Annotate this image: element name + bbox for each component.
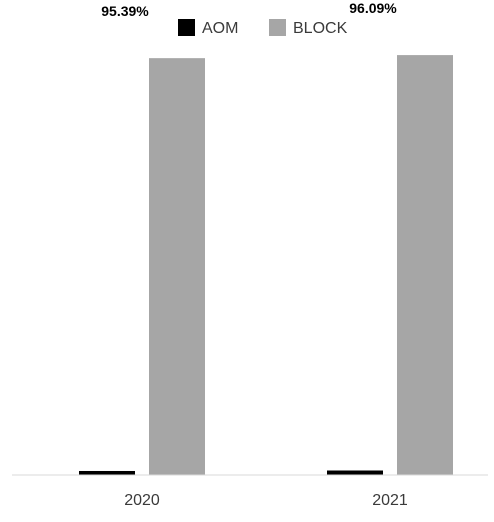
legend-label-aom: AOM <box>202 20 238 37</box>
bars: 95.39% 96.09% <box>79 0 453 476</box>
legend-label-block: BLOCK <box>293 20 348 37</box>
data-label-block-2020: 95.39% <box>101 3 149 19</box>
x-tick-label-2021: 2021 <box>372 492 408 509</box>
x-tick-labels: 2020 2021 <box>124 492 408 509</box>
legend-swatch-block <box>269 19 286 36</box>
bar-block-2021 <box>397 55 453 475</box>
bar-aom-2020 <box>79 470 135 475</box>
bar-block-2020 <box>149 58 205 476</box>
legend: AOM BLOCK <box>178 19 348 37</box>
bar-aom-2021 <box>327 470 383 475</box>
x-tick-label-2020: 2020 <box>124 492 160 509</box>
legend-swatch-aom <box>178 19 195 36</box>
data-label-block-2021: 96.09% <box>349 0 397 16</box>
